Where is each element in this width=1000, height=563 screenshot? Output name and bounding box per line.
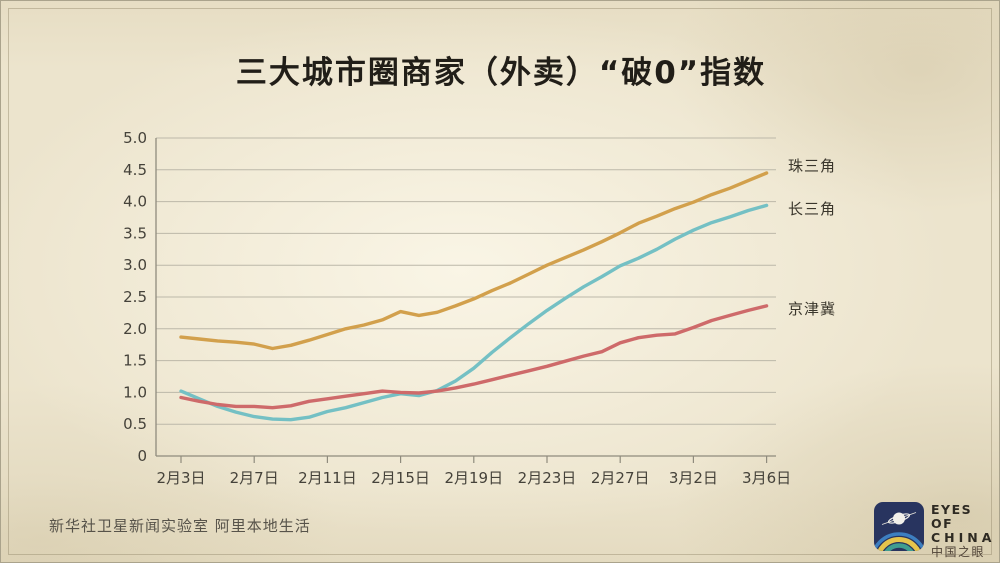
x-tick-label: 2月27日 <box>591 469 650 487</box>
logo-text-china: CHINA <box>931 530 996 545</box>
y-tick-label: 0.5 <box>123 415 147 433</box>
logo-text-chinese: 中国之眼 <box>931 545 986 559</box>
legend-pearl-river-delta: 珠三角 <box>788 157 837 175</box>
x-tick-label: 3月2日 <box>669 469 718 487</box>
y-tick-labels: 0 0.5 1.0 1.5 2.0 2.5 3.0 3.5 4.0 4.5 5.0 <box>123 129 147 465</box>
y-tick-label: 0 <box>137 447 147 465</box>
x-tick-label: 2月11日 <box>298 469 357 487</box>
y-tick-label: 5.0 <box>123 129 147 147</box>
x-tick-label: 3月6日 <box>742 469 791 487</box>
y-tick-label: 2.0 <box>123 320 147 338</box>
source-credit: 新华社卫星新闻实验室 阿里本地生活 <box>49 517 311 535</box>
y-tick-label: 3.5 <box>123 224 147 242</box>
y-tick-label: 1.0 <box>123 383 147 401</box>
y-tick-label: 4.5 <box>123 161 147 179</box>
x-tick-labels: 2月3日 2月7日 2月11日 2月15日 2月19日 2月23日 2月27日 3月2日 3月6… <box>156 456 791 487</box>
y-tick-label: 4.0 <box>123 193 147 211</box>
x-tick-label: 2月15日 <box>371 469 430 487</box>
eyes-of-china-logo: EYES OF CHINA 中国之眼 <box>874 501 994 559</box>
chart-title: 三大城市圈商家（外卖）“破0”指数 <box>235 55 767 91</box>
logo-wordmark: EYES OF CHINA 中国之眼 <box>931 503 995 560</box>
x-tick-label: 2月23日 <box>518 469 577 487</box>
x-tick-label: 2月3日 <box>156 469 205 487</box>
series-line-2 <box>179 304 769 410</box>
satellite-icon <box>874 502 924 551</box>
gridlines <box>156 137 776 425</box>
legend-yangtze-river-delta: 长三角 <box>788 200 837 218</box>
y-tick-label: 1.5 <box>123 352 147 370</box>
x-tick-label: 2月7日 <box>230 469 279 487</box>
y-tick-label: 3.0 <box>123 256 147 274</box>
y-tick-label: 2.5 <box>123 288 147 306</box>
series-line-1 <box>179 203 769 422</box>
legend-jing-jin-ji: 京津冀 <box>788 300 837 318</box>
series-line-0 <box>179 171 769 351</box>
x-tick-label: 2月19日 <box>444 469 503 487</box>
logo-text-eyes-of: EYES OF <box>931 502 973 531</box>
